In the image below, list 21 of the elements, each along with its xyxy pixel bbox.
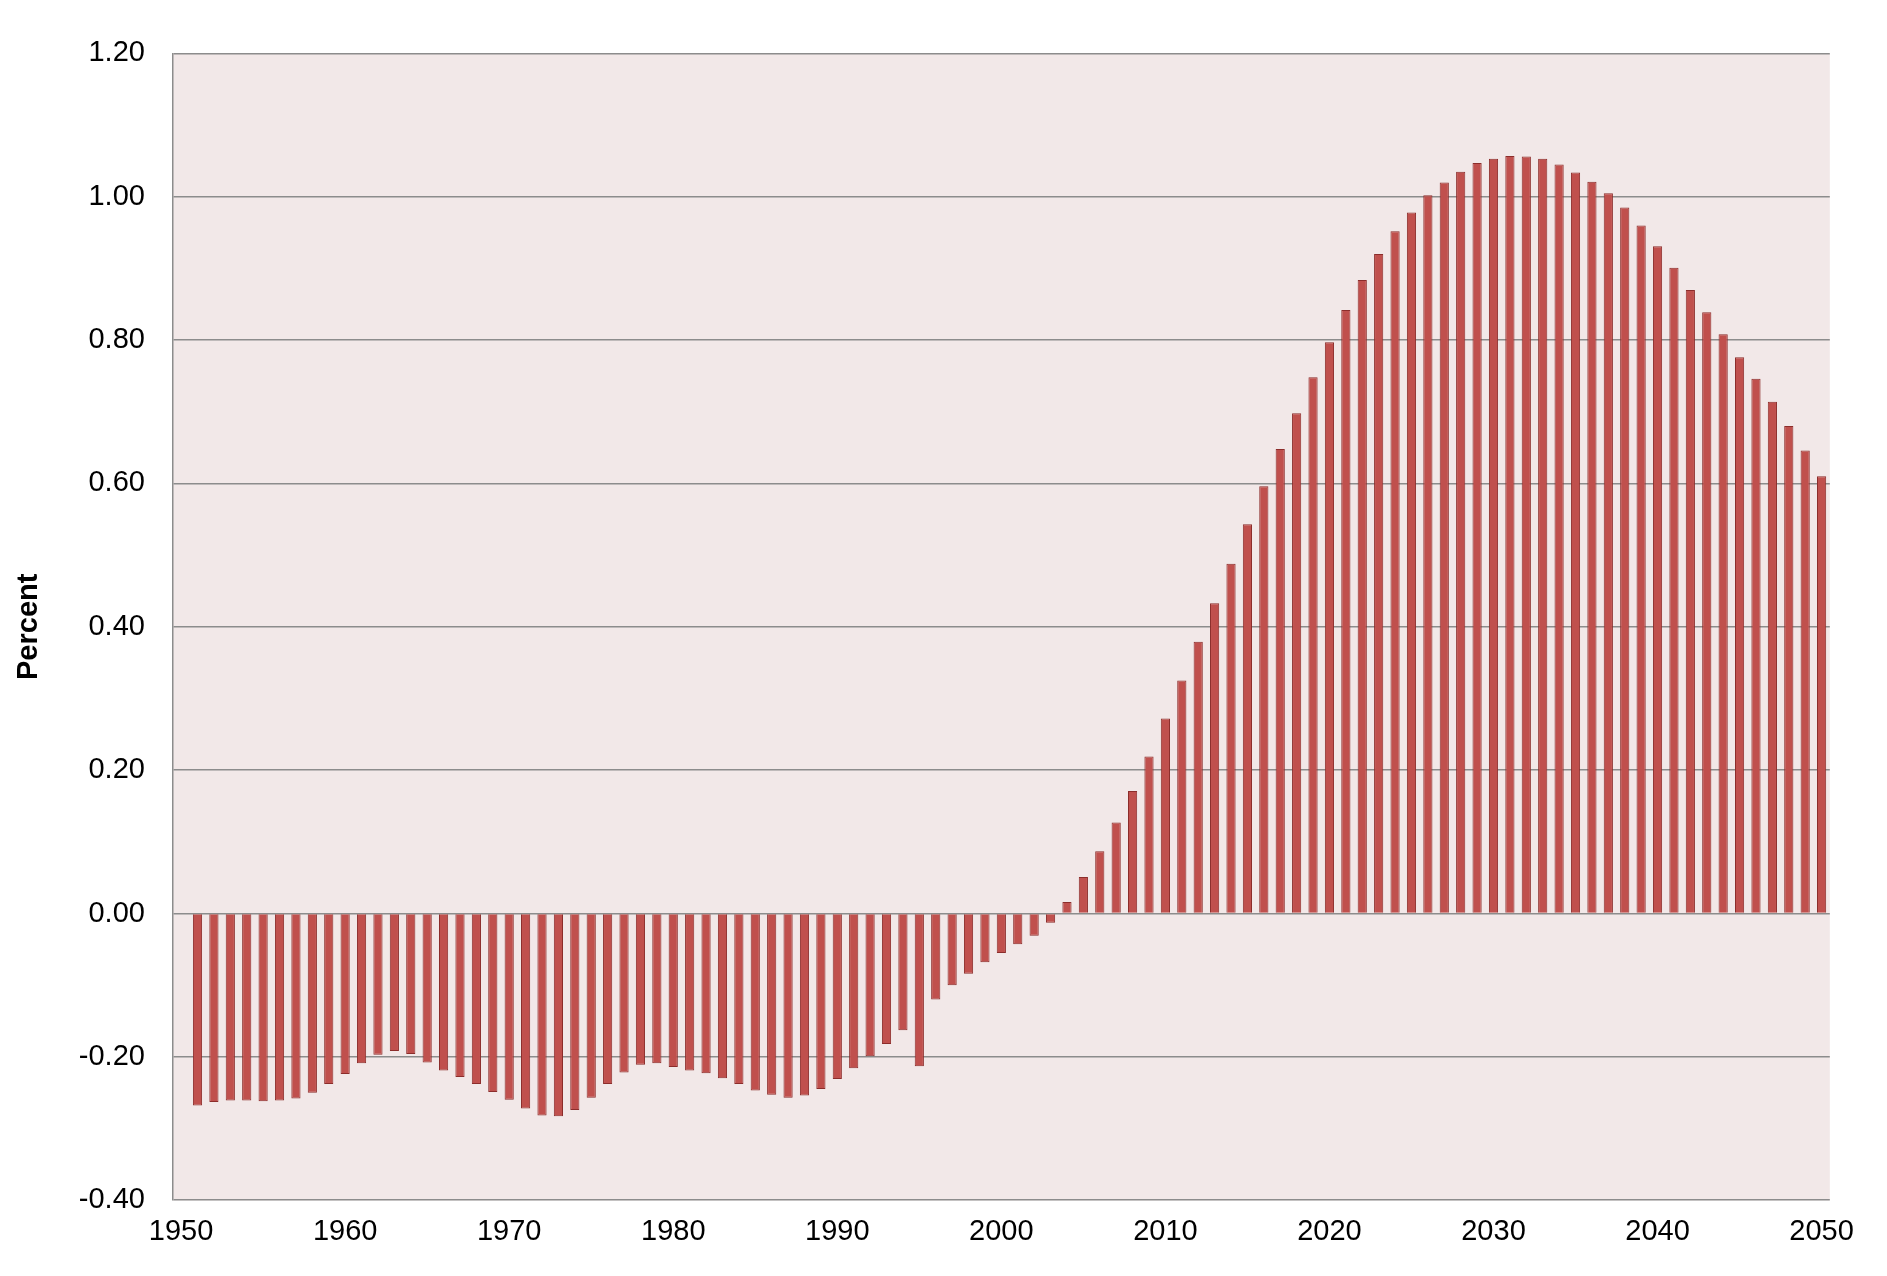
x-tick-label: 1970 — [476, 1213, 542, 1246]
x-tick-label: 2040 — [1625, 1213, 1690, 1246]
y-tick-label: 0.40 — [88, 608, 145, 641]
y-tick-label: 1.20 — [88, 35, 145, 68]
x-tick-label: 2000 — [969, 1213, 1034, 1246]
x-tick-label: 2030 — [1461, 1213, 1526, 1246]
y-tick-label: 0.80 — [88, 322, 145, 355]
x-tick-label: 1990 — [805, 1213, 870, 1246]
x-tick-label: 2010 — [1133, 1213, 1198, 1246]
x-tick-label: 1950 — [148, 1213, 214, 1246]
y-tick-label: 0.00 — [88, 895, 145, 928]
x-tick-label: 2020 — [1297, 1213, 1362, 1246]
y-tick-label: 0.60 — [88, 465, 145, 498]
y-axis-title: Percent — [11, 573, 44, 680]
x-tick-label: 1980 — [640, 1213, 706, 1246]
y-tick-label: 0.20 — [88, 752, 145, 785]
x-tick-label: 2050 — [1789, 1213, 1854, 1246]
y-tick-label: -0.20 — [78, 1038, 145, 1071]
y-tick-label: 1.00 — [88, 178, 145, 211]
y-tick-label: -0.40 — [78, 1182, 145, 1215]
x-tick-label: 1960 — [312, 1213, 378, 1246]
